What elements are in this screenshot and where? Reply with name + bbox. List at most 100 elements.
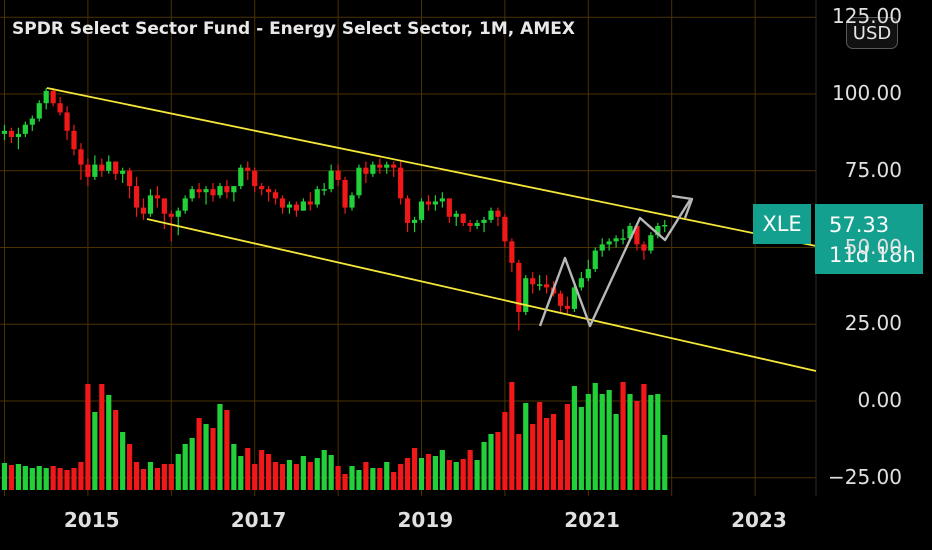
candle-body — [481, 219, 487, 223]
volume-bar — [418, 458, 425, 490]
volume-bar — [370, 468, 376, 490]
volume-bar — [432, 456, 438, 490]
volume-bar — [377, 468, 383, 490]
candle-body — [474, 222, 480, 227]
candle-body — [662, 224, 668, 227]
volume-bar — [182, 444, 188, 490]
candle-body — [196, 189, 202, 193]
volume-bar — [544, 418, 550, 490]
volume-bar — [405, 458, 411, 490]
candle-body — [585, 268, 591, 279]
volume-bar — [1, 463, 8, 490]
volume-bar — [335, 466, 341, 490]
candle-body — [613, 238, 619, 242]
volume-bar — [64, 470, 70, 490]
x-axis-tick-label: 2021 — [564, 508, 620, 532]
volume-bar — [391, 472, 397, 490]
volume-bar — [189, 438, 195, 490]
currency-button[interactable]: USD — [846, 17, 898, 49]
candle-body — [182, 198, 188, 211]
volume-bar — [425, 454, 432, 490]
candle-body — [92, 164, 98, 177]
candle-body — [314, 189, 320, 205]
candle-body — [398, 167, 404, 199]
candle-body — [384, 164, 390, 168]
y-axis-tick-label: 50.00 — [844, 234, 902, 259]
candle-body — [272, 192, 279, 199]
volume-bar — [620, 382, 626, 490]
volume-bar — [564, 404, 571, 490]
volume-bar — [293, 464, 299, 490]
volume-bar — [147, 462, 154, 490]
volume-bar — [127, 444, 133, 490]
ticker-badge: XLE — [753, 204, 811, 244]
candle-body — [342, 179, 348, 208]
candle-body — [446, 198, 452, 217]
volume-bar — [328, 455, 334, 490]
projection-zigzag — [538, 199, 692, 328]
candle-body — [99, 164, 105, 171]
volume-bar — [599, 394, 605, 490]
volume-bar — [161, 464, 167, 490]
volume-bar — [259, 450, 265, 490]
candle-body — [328, 170, 334, 190]
candle-body — [238, 167, 244, 187]
candle-body — [300, 201, 306, 211]
volume-bar — [286, 460, 293, 490]
candle-body — [377, 164, 383, 168]
candle-body — [418, 201, 425, 220]
x-axis-tick-label: 2017 — [230, 508, 287, 532]
candle-body — [439, 198, 445, 202]
last-price-label: 57.33 — [829, 213, 890, 237]
volume-bar — [550, 414, 557, 490]
volume-bar — [36, 466, 42, 490]
candle-body — [460, 213, 466, 223]
volume-bars — [1, 382, 668, 490]
volume-bar — [363, 462, 369, 490]
volume-bar — [279, 464, 286, 490]
x-axis-tick-label: 2019 — [397, 508, 454, 532]
volume-bar — [592, 383, 598, 490]
volume-bar — [252, 464, 258, 490]
volume-bar — [154, 468, 160, 490]
candle-body — [22, 124, 28, 134]
volume-bar — [342, 474, 348, 490]
volume-bar — [85, 384, 91, 490]
candle-body — [599, 244, 605, 251]
volume-bar — [245, 448, 251, 490]
volume-bar — [314, 458, 320, 490]
volume-bar — [439, 450, 445, 490]
volume-bar — [613, 414, 619, 490]
candlesticks — [1, 87, 668, 331]
candle-body — [321, 189, 327, 191]
volume-bar — [272, 462, 279, 490]
volume-bar — [655, 394, 661, 490]
candle-body — [335, 170, 341, 180]
volume-bar — [203, 424, 209, 490]
candle-body — [8, 130, 15, 137]
volume-bar — [516, 434, 522, 490]
volume-bar — [175, 454, 181, 490]
candle-body — [391, 164, 397, 168]
candle-body — [641, 244, 647, 251]
candle-body — [592, 250, 598, 269]
candle-body — [349, 195, 355, 208]
candle-body — [606, 241, 612, 245]
candle-body — [530, 278, 536, 285]
candle-body — [453, 213, 459, 217]
candle-body — [50, 90, 56, 104]
candle-body — [78, 149, 84, 165]
candle-body — [231, 186, 237, 193]
candle-body — [564, 305, 571, 309]
y-axis-tick-label: 25.00 — [844, 311, 902, 336]
channel-lower-line — [146, 218, 817, 372]
price-badge: 57.33 11d 18h — [815, 204, 923, 274]
volume-bar — [460, 459, 466, 490]
candle-body — [266, 189, 272, 193]
volume-bar — [231, 444, 237, 490]
volume-bar — [467, 450, 473, 490]
candle-body — [64, 112, 70, 131]
channel-upper-line — [46, 87, 817, 247]
candle-body — [71, 130, 77, 150]
